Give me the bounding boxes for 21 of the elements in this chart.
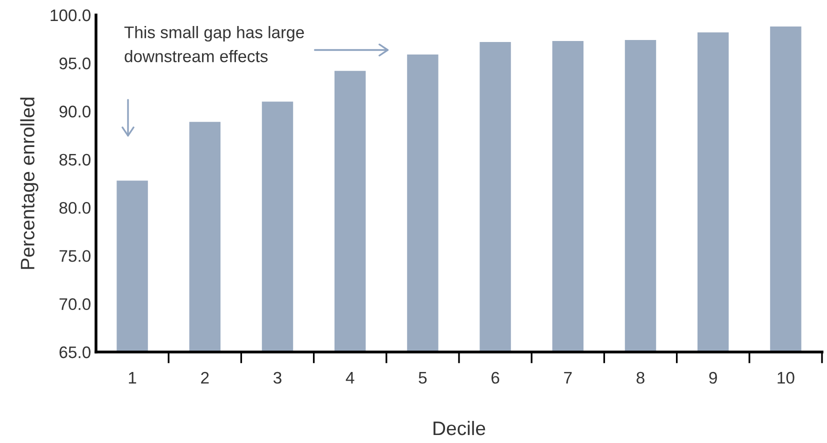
- x-tick-label: 10: [778, 372, 794, 384]
- x-tick-label: 9: [709, 372, 717, 384]
- x-tick-label: 2: [201, 372, 209, 384]
- y-tick-label: 65.0: [60, 346, 90, 358]
- x-tick-label: 5: [418, 372, 427, 384]
- y-tick-label: 70.0: [60, 298, 90, 310]
- x-tick-label: 3: [274, 372, 282, 384]
- x-tick-label: 7: [564, 372, 572, 384]
- y-tick-label: 75.0: [60, 250, 90, 262]
- y-tick-label: 100.0: [50, 9, 90, 22]
- x-tick-label: 6: [492, 372, 500, 384]
- y-tick-label: 85.0: [59, 154, 90, 166]
- x-tick-label: 1: [128, 372, 136, 384]
- y-tick-label: 80.0: [59, 202, 90, 214]
- annotation: This small gap has large downstream effects: [124, 26, 304, 62]
- x-tick-label: 8: [636, 372, 644, 384]
- x-axis-title: Decile: [434, 420, 486, 436]
- y-tick-label: 95.0: [59, 58, 90, 70]
- x-tick-label: 4: [346, 372, 354, 384]
- y-tick-label: 90.0: [59, 106, 90, 118]
- y-axis-title: Percentage enrolled: [20, 98, 38, 269]
